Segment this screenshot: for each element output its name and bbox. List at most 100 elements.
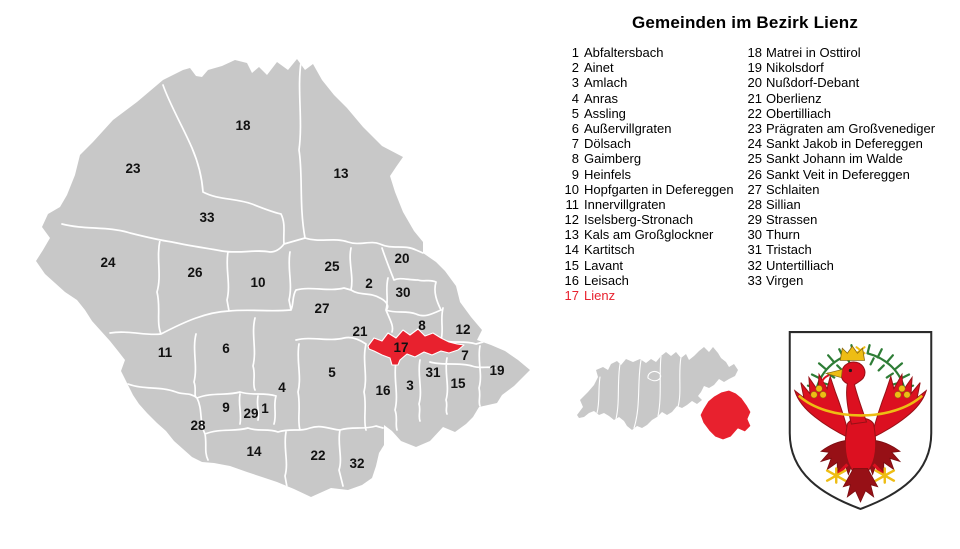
legend-item-name: Kals am Großglockner xyxy=(584,227,714,243)
legend-item-number: 7 xyxy=(571,136,579,152)
legend-item-name: Sankt Jakob in Defereggen xyxy=(766,136,923,152)
map-label-10: 10 xyxy=(250,275,265,290)
eagle-eye xyxy=(848,368,853,373)
legend-item-21: 21 Oberlienz xyxy=(747,91,935,106)
map-label-26: 26 xyxy=(187,265,203,280)
eagle-body xyxy=(844,417,877,472)
legend-item-number: 6 xyxy=(571,120,579,136)
legend-item-number: 13 xyxy=(564,227,579,243)
legend-item-name: Ainet xyxy=(584,60,614,76)
legend-item-22: 22 Obertilliach xyxy=(747,106,935,121)
legend-item-name: Prägraten am Großvenediger xyxy=(766,120,936,136)
map-label-5: 5 xyxy=(328,365,336,380)
legend-item-name: Nußdorf-Debant xyxy=(766,75,860,91)
legend-item-name: Iselsberg-Stronach xyxy=(584,212,694,228)
map-label-32: 32 xyxy=(349,456,364,471)
legend-item-name: Oberlienz xyxy=(766,90,822,106)
legend-item-name: Obertilliach xyxy=(766,105,832,121)
legend-item-3: 3 Amlach xyxy=(557,75,734,90)
legend: Gemeinden im Bezirk Lienz 1 Abfaltersbach… xyxy=(525,0,960,303)
legend-item-number: 16 xyxy=(564,272,579,288)
eagle-right-wing xyxy=(871,372,928,440)
map-label-28: 28 xyxy=(190,418,206,433)
crown-icon xyxy=(839,345,866,361)
legend-item-8: 8 Gaimberg xyxy=(557,151,734,166)
map-label-17: 17 xyxy=(393,340,408,355)
map-label-13: 13 xyxy=(333,166,349,181)
legend-item-number: 33 xyxy=(747,272,762,288)
legend-item-number: 27 xyxy=(747,181,762,197)
legend-item-10: 10 Hopfgarten in Defereggen xyxy=(557,182,734,197)
legend-item-number: 23 xyxy=(747,120,762,136)
legend-item-5: 5 Assling xyxy=(557,106,734,121)
legend-item-name: Tristach xyxy=(766,242,812,258)
legend-item-number: 5 xyxy=(571,105,579,121)
map-label-1: 1 xyxy=(261,401,269,416)
eagle-right-claw xyxy=(874,467,896,484)
map-label-6: 6 xyxy=(222,341,230,356)
map-label-3: 3 xyxy=(406,378,414,393)
legend-item-number: 18 xyxy=(747,45,762,60)
legend-item-14: 14 Kartitsch xyxy=(557,242,734,257)
east-tyrol-highlight xyxy=(699,389,752,441)
map-label-11: 11 xyxy=(158,345,173,360)
legend-item-7: 7 Dölsach xyxy=(557,136,734,151)
legend-item-9: 9 Heinfels xyxy=(557,167,734,182)
legend-item-name: Hopfgarten in Defereggen xyxy=(584,181,734,197)
legend-item-number: 19 xyxy=(747,60,762,76)
eagle-tongue xyxy=(821,374,830,387)
legend-item-23: 23 Prägraten am Großvenediger xyxy=(747,120,936,136)
legend-item-12: 12 Iselsberg-Stronach xyxy=(557,212,734,227)
legend-item-30: 30 Thurn xyxy=(747,227,935,242)
map-label-19: 19 xyxy=(489,363,504,378)
map-label-27: 27 xyxy=(314,301,329,316)
legend-item-name: Anras xyxy=(584,90,618,106)
legend-item-name: Untertilliach xyxy=(766,257,834,273)
eagle-beak xyxy=(824,368,843,378)
legend-item-name: Assling xyxy=(584,105,626,121)
clover-ornament-right xyxy=(894,385,911,399)
legend-item-name: Nikolsdorf xyxy=(766,60,824,76)
map-label-29: 29 xyxy=(243,406,258,421)
map-label-22: 22 xyxy=(310,448,325,463)
legend-item-number: 1 xyxy=(571,45,579,60)
legend-item-2: 2 Ainet xyxy=(557,60,734,75)
tyrol-district-borders xyxy=(596,355,682,429)
map-label-7: 7 xyxy=(461,348,469,363)
map-label-24: 24 xyxy=(100,255,116,270)
eagle-head xyxy=(840,361,868,425)
legend-item-name: Amlach xyxy=(584,75,628,91)
legend-item-number: 8 xyxy=(571,151,579,167)
map-label-4: 4 xyxy=(278,380,286,395)
map-label-20: 20 xyxy=(394,251,409,266)
tyrol-locator-map xyxy=(577,347,752,441)
legend-item-16: 16 Leisach xyxy=(557,273,734,288)
legend-item-24: 24 Sankt Jakob in Defereggen xyxy=(747,136,935,151)
legend-column-2: 18 Matrei in Osttirol 19 Nikolsdorf 20 Nußdor… xyxy=(747,45,936,288)
map-label-18: 18 xyxy=(235,118,251,133)
legend-item-25: 25 Sankt Johann im Walde xyxy=(747,151,935,166)
legend-item-28: 28 Sillian xyxy=(747,197,935,212)
legend-item-number: 25 xyxy=(747,151,762,167)
legend-item-27: 27 Schlaiten xyxy=(747,182,935,197)
map-label-8: 8 xyxy=(418,318,426,333)
legend-title: Gemeinden im Bezirk Lienz xyxy=(631,13,859,32)
legend-item-number: 10 xyxy=(564,181,579,197)
legend-item-name: Lavant xyxy=(584,257,624,273)
legend-column-1: 1 Abfaltersbach 2 Ainet 3 Amlach 4 Anras 5 Asslin… xyxy=(557,45,734,303)
legend-item-name: Kartitsch xyxy=(584,242,635,258)
legend-item-1: 1 Abfaltersbach xyxy=(557,45,734,60)
legend-item-number: 26 xyxy=(747,166,762,182)
legend-item-17: 17 Lienz xyxy=(557,288,734,303)
map-label-23: 23 xyxy=(125,161,141,176)
lienz-municipality-shape xyxy=(367,328,465,366)
legend-item-name: Sankt Veit in Defereggen xyxy=(766,166,910,182)
gold-chest-bar xyxy=(797,394,924,417)
map-label-31: 31 xyxy=(425,365,441,380)
legend-item-number: 14 xyxy=(564,242,579,258)
legend-item-number: 9 xyxy=(571,166,579,182)
legend-item-name: Dölsach xyxy=(584,136,631,152)
